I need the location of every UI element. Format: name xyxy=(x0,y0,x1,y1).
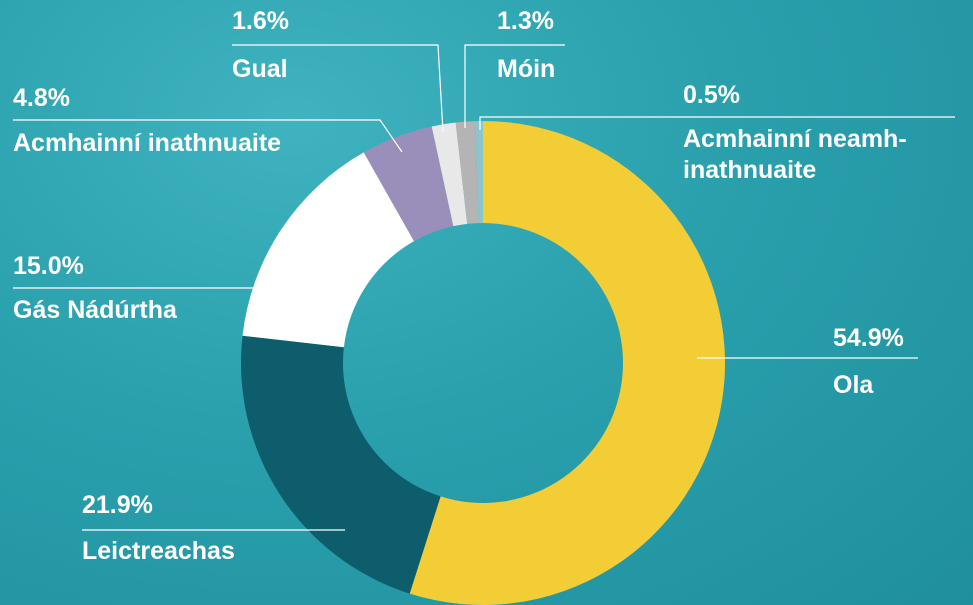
category-label: Acmhainní inathnuaite xyxy=(13,128,281,159)
category-label: Leictreachas xyxy=(82,536,235,567)
value-label: 0.5% xyxy=(683,80,740,111)
value-label: 1.6% xyxy=(232,6,289,37)
value-label: 4.8% xyxy=(13,83,70,114)
donut-segment xyxy=(241,336,441,594)
value-label: 15.0% xyxy=(13,251,84,282)
value-label: 21.9% xyxy=(82,490,153,521)
category-label: Acmhainní neamh-inathnuaite xyxy=(683,124,963,186)
value-label: 54.9% xyxy=(833,323,904,354)
category-label: Ola xyxy=(833,370,873,401)
value-label: 1.3% xyxy=(497,6,554,37)
category-label: Gás Nádúrtha xyxy=(13,295,177,326)
chart: 54.9% Ola 21.9% Leictreachas 15.0% Gás Nádúrt… xyxy=(0,0,973,605)
category-label: Móin xyxy=(497,54,555,85)
category-label: Gual xyxy=(232,54,288,85)
